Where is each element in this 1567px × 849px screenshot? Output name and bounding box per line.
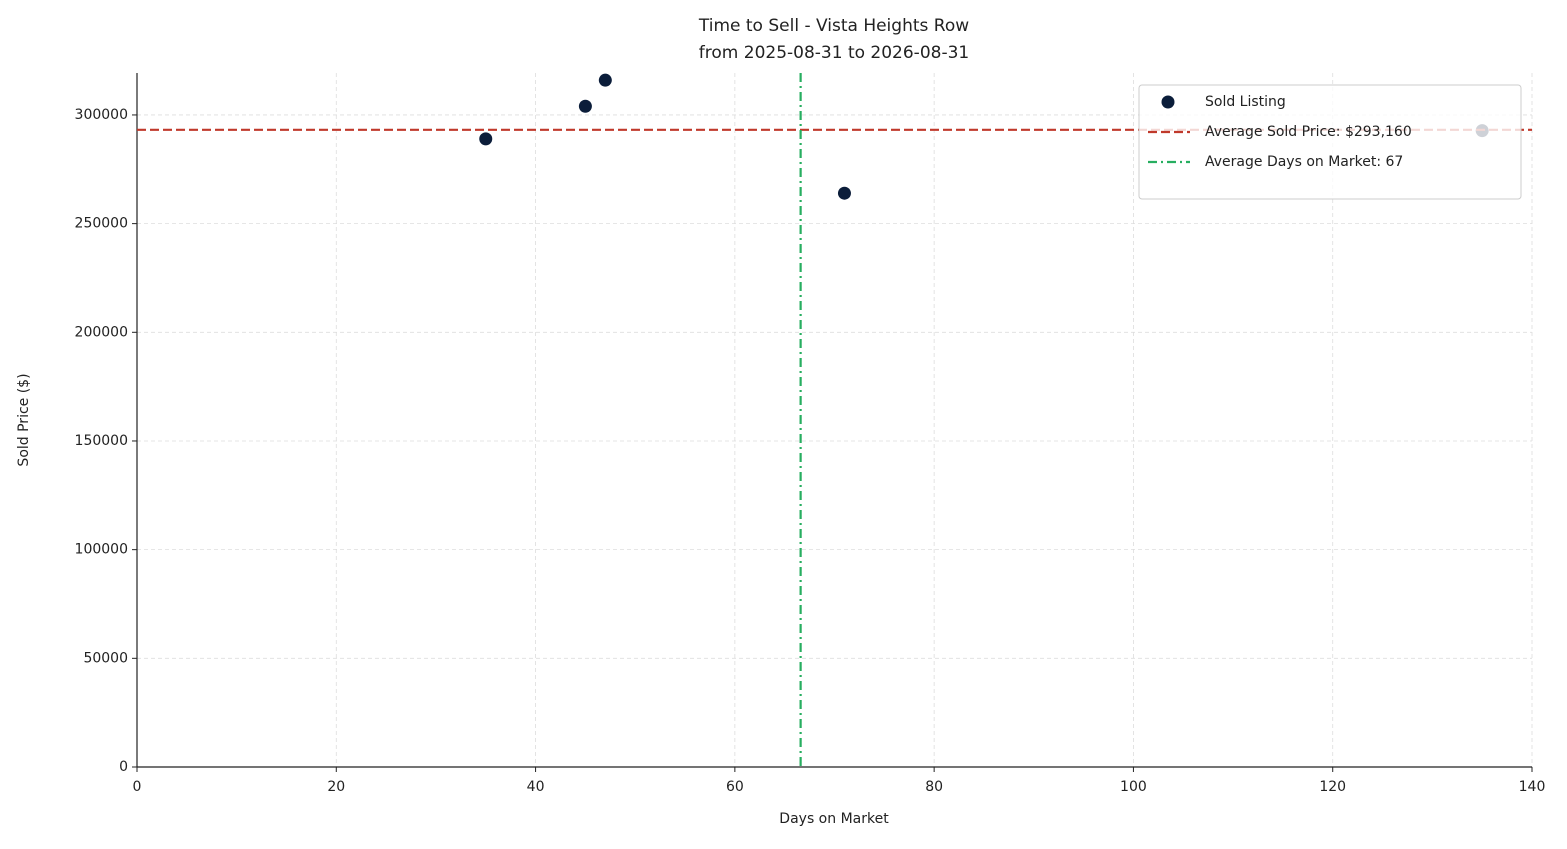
y-axis-label: Sold Price ($) <box>16 373 32 466</box>
legend-marker <box>1161 95 1175 109</box>
point <box>479 132 493 146</box>
y-tick-label: 0 <box>119 759 128 775</box>
x-axis-label: Days on Market <box>779 811 889 827</box>
x-tick-label: 0 <box>133 779 142 795</box>
x-tick-label: 60 <box>726 779 744 795</box>
x-tick-label: 120 <box>1319 779 1346 795</box>
y-tick-label: 200000 <box>75 324 128 340</box>
x-tick-label: 40 <box>527 779 545 795</box>
legend-box <box>1138 84 1522 200</box>
legend-label: Average Sold Price: $293,160 <box>1205 124 1412 140</box>
point <box>578 99 592 113</box>
legend-label: Average Days on Market: 67 <box>1205 154 1403 170</box>
legend-label: Sold Listing <box>1205 94 1286 110</box>
y-tick-label: 250000 <box>75 216 128 232</box>
x-tick-label: 20 <box>327 779 345 795</box>
point <box>837 186 851 200</box>
chart-title: Time to Sell - Vista Heights Row <box>698 16 969 36</box>
y-tick-label: 300000 <box>75 107 128 123</box>
chart-subtitle: from 2025-08-31 to 2026-08-31 <box>699 43 969 63</box>
point <box>598 73 612 87</box>
x-tick-label: 100 <box>1120 779 1147 795</box>
y-tick-label: 50000 <box>83 650 128 666</box>
x-tick-label: 80 <box>925 779 943 795</box>
y-tick-label: 100000 <box>75 542 128 558</box>
x-tick-label: 140 <box>1519 779 1546 795</box>
y-tick-label: 150000 <box>75 433 128 449</box>
